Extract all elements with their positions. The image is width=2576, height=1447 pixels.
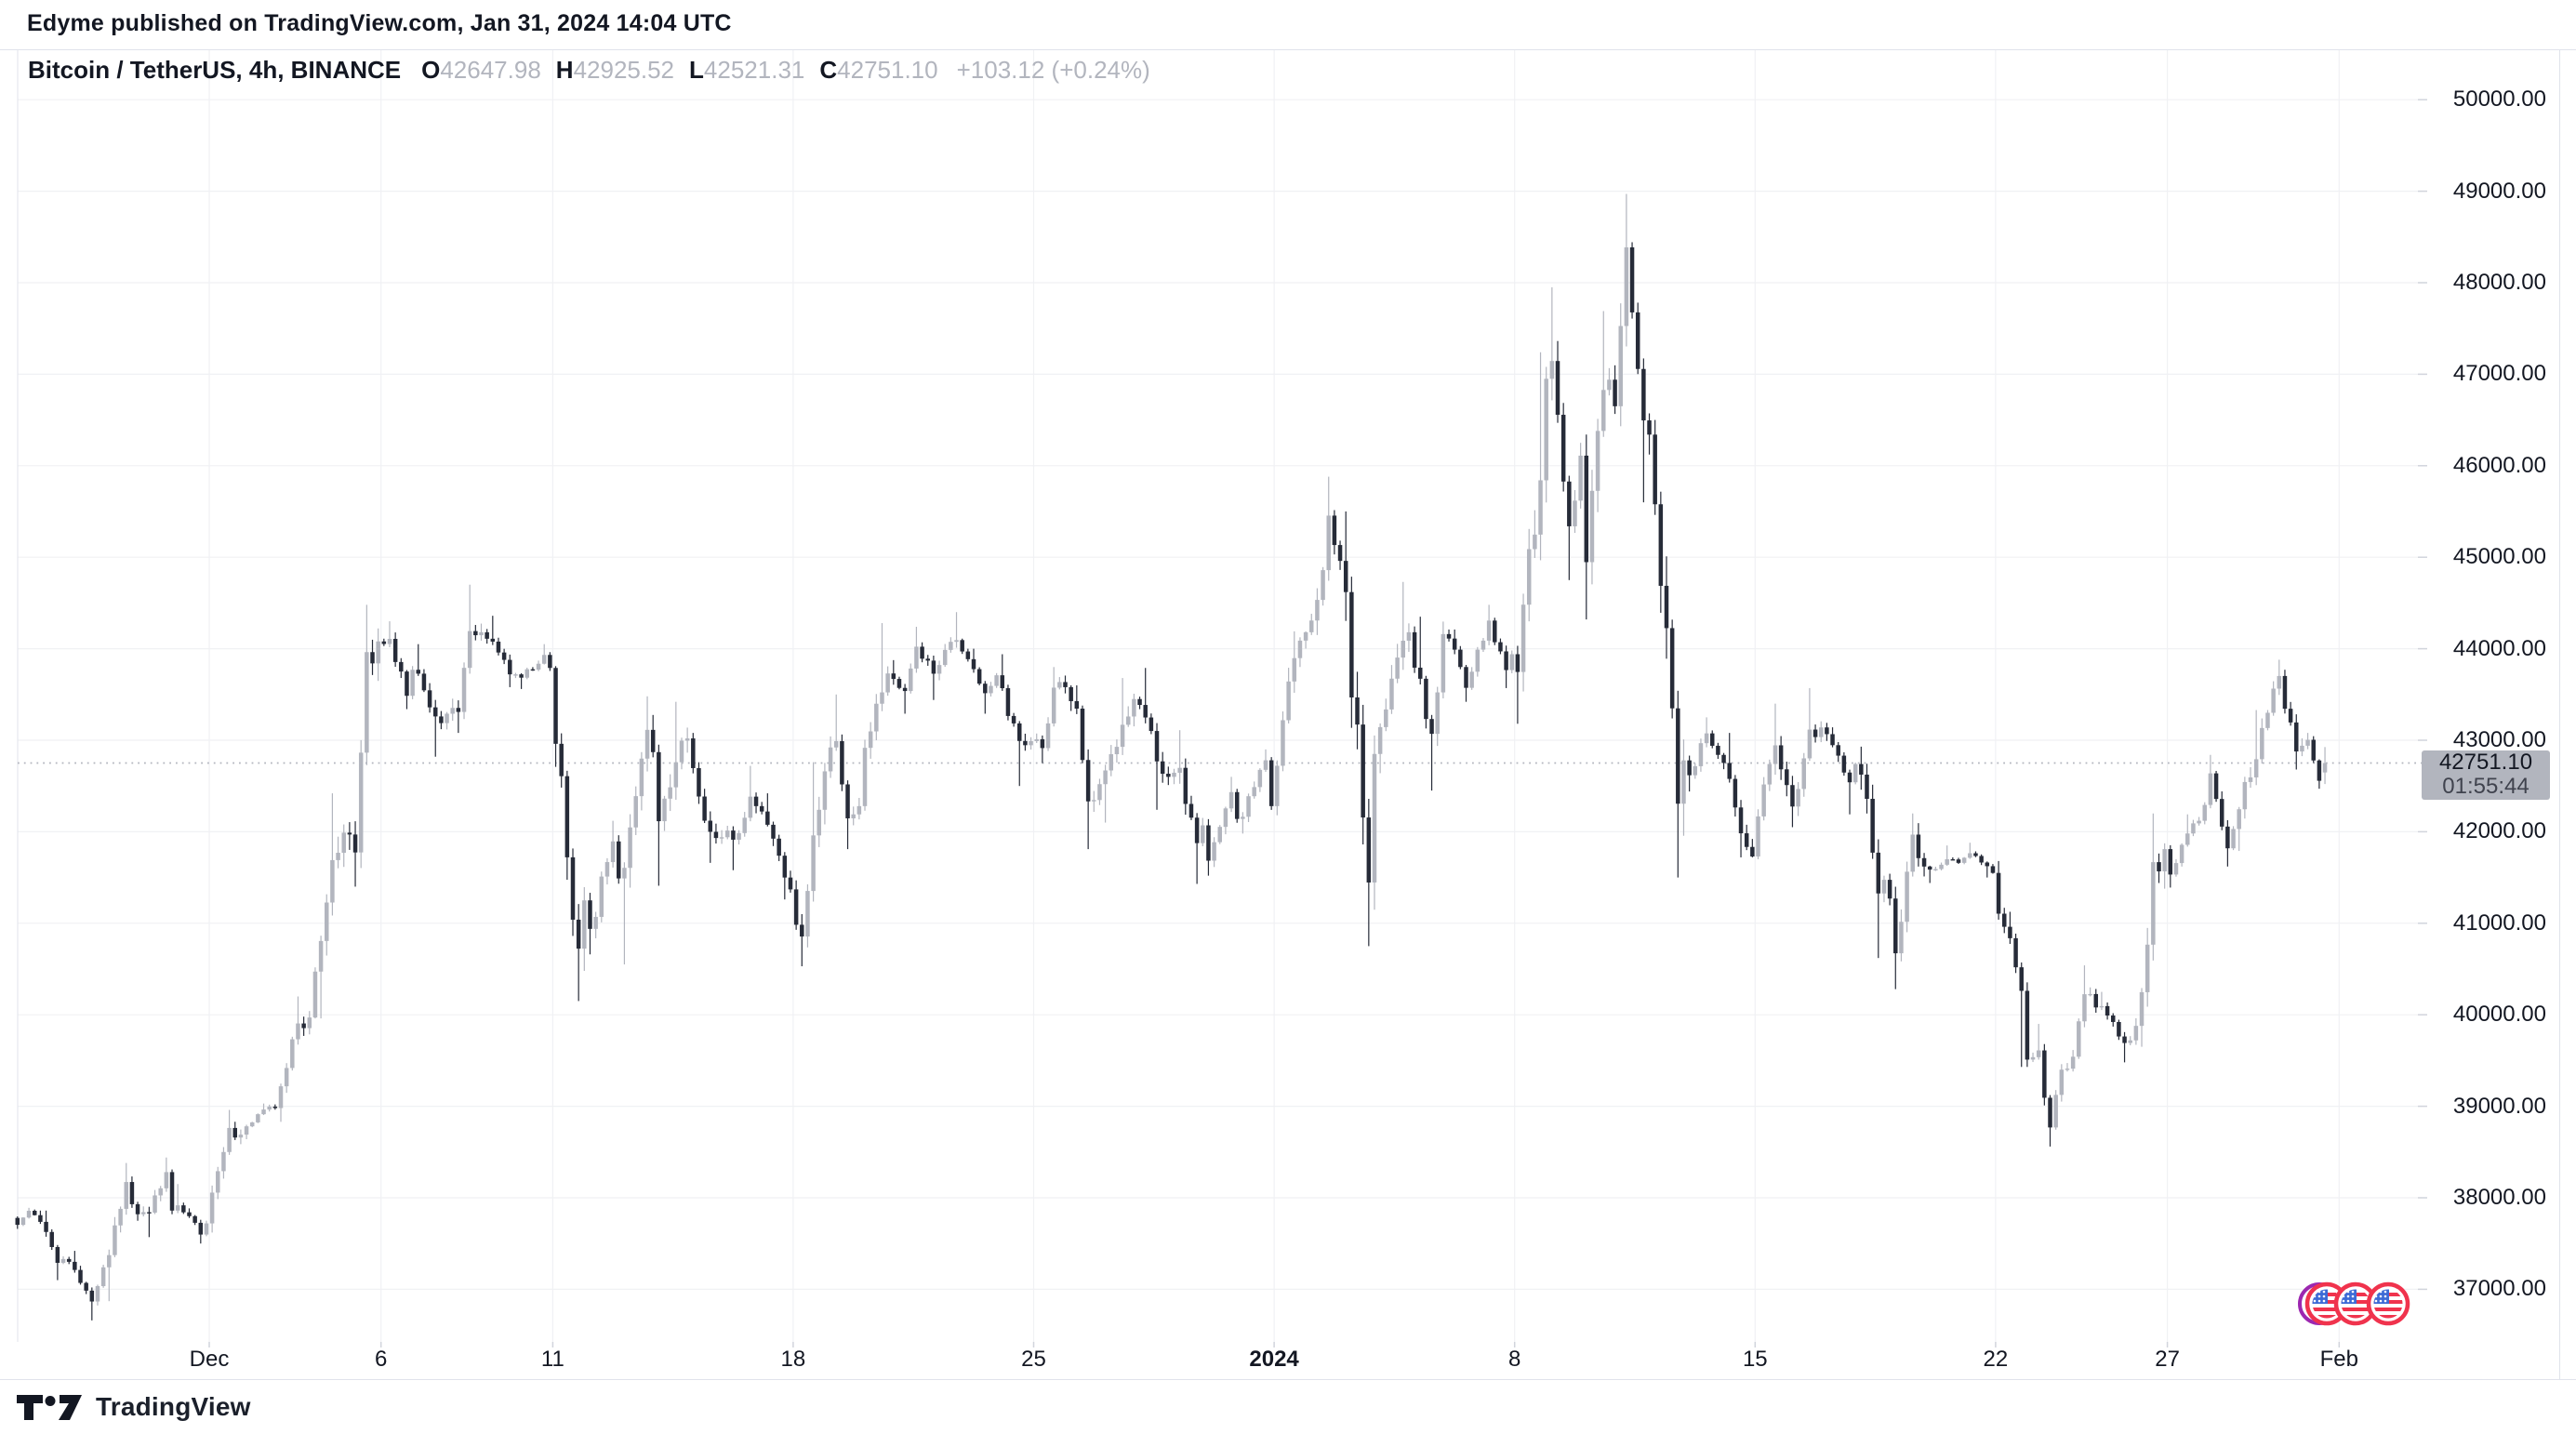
time-tick-label: 11 [540,1347,564,1372]
time-scale[interactable]: Dec 6 11 18 25 2024 8 15 22 27 Feb [0,1346,2576,1379]
price-tick-label: 41000.00 [2452,909,2546,936]
header-divider [0,49,2576,50]
symbol-legend[interactable]: Bitcoin / TetherUS, 4h, BINANCE O42647.9… [28,56,1150,85]
ohlc-open: O42647.98 [421,56,541,84]
time-tick-label: 15 [1742,1347,1768,1372]
ohlc-low: L42521.31 [689,56,805,84]
time-tick-label: Dec [189,1347,230,1372]
last-price-badge: 42751.10 01:55:44 [2422,750,2550,800]
price-tick-label: 37000.00 [2452,1276,2546,1302]
price-tick-label: 48000.00 [2452,270,2546,295]
time-tick-label: 27 [2155,1347,2180,1372]
tradingview-footer-link[interactable]: TradingView [17,1392,251,1422]
us-flag-badge-3[interactable] [2369,1284,2408,1323]
axis-divider [0,1379,2576,1380]
last-price-value: 42751.10 [2438,749,2533,775]
price-tick-label: 45000.00 [2452,544,2546,570]
price-tick-label: 40000.00 [2452,1002,2546,1028]
time-tick-label: 8 [1508,1347,1521,1372]
price-tick-label: 43000.00 [2452,727,2546,752]
price-scale[interactable]: 42751.10 01:55:44 50000.00 49000.00 48000.… [2422,0,2550,1380]
price-tick-label: 47000.00 [2452,361,2546,387]
time-tick-label: Feb [2319,1347,2358,1372]
price-tick-label: 39000.00 [2452,1093,2546,1119]
price-tick-label: 50000.00 [2452,86,2546,113]
price-tick-label: 46000.00 [2452,452,2546,478]
right-frame-border [2559,49,2560,1380]
publish-watermark: Edyme published on TradingView.com, Jan … [27,10,732,36]
symbol-title[interactable]: Bitcoin / TetherUS, 4h, BINANCE [28,56,402,84]
time-tick-label: 25 [1021,1347,1046,1372]
tradingview-brand-text: TradingView [96,1392,251,1421]
price-change: +103.12 (+0.24%) [956,56,1150,84]
time-tick-label: 18 [780,1347,806,1372]
price-tick-label: 49000.00 [2452,178,2546,204]
price-tick-label: 42000.00 [2452,818,2546,844]
us-flag-badges[interactable] [2267,1272,2421,1334]
time-tick-label: 2024 [1249,1347,1299,1372]
ohlc-close: C42751.10 [819,56,938,84]
price-tick-label: 38000.00 [2452,1185,2546,1210]
time-tick-label: 6 [375,1347,388,1372]
time-tick-label: 22 [1983,1347,2009,1372]
bar-countdown: 01:55:44 [2442,773,2530,799]
candlestick-chart[interactable] [0,0,2576,1347]
price-tick-label: 44000.00 [2452,635,2546,661]
tradingview-logo-icon [17,1394,82,1420]
ohlc-high: H42925.52 [555,56,675,84]
